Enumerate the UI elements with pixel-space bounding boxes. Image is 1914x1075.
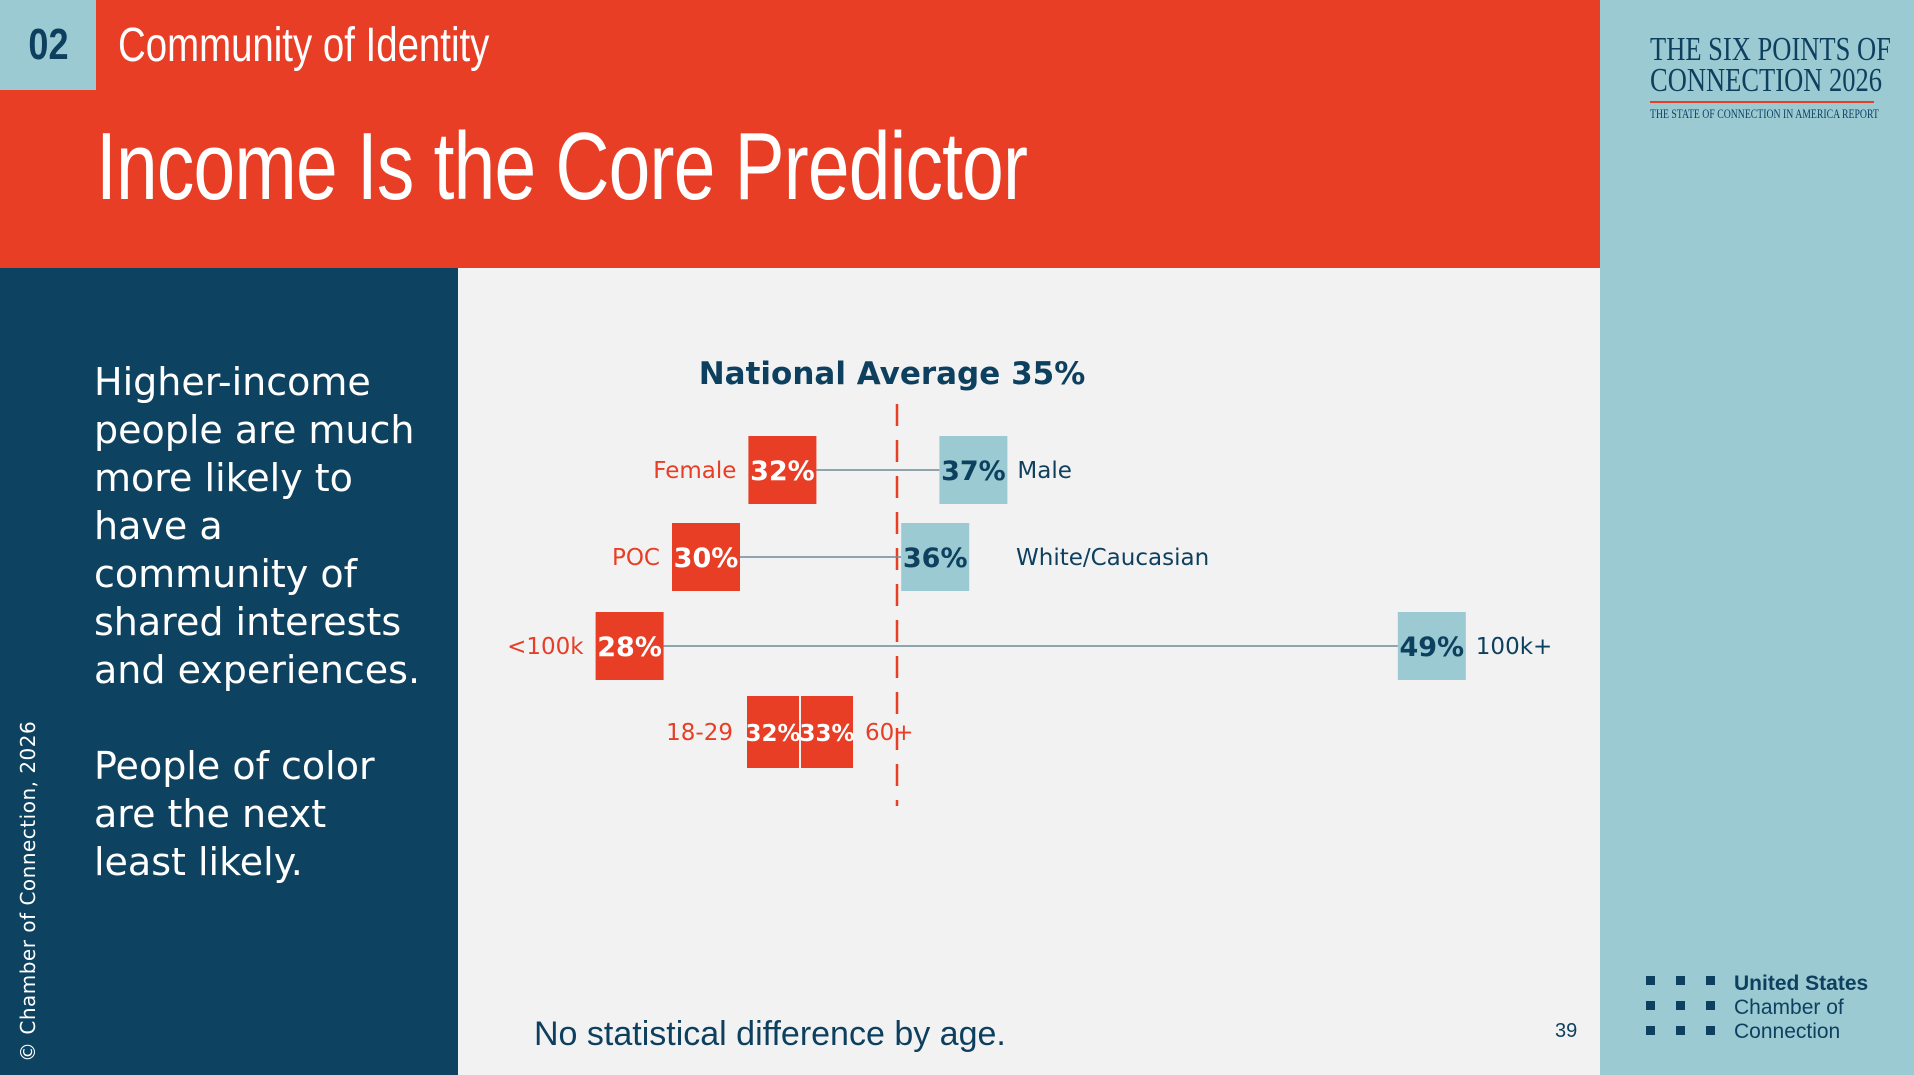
section-title: Community of Identity [118, 19, 490, 72]
report-brand: THE SIX POINTS OF CONNECTION 2026 THE ST… [1650, 31, 1914, 122]
left-panel: Higher-income people are much more likel… [0, 268, 458, 1075]
page-title: Income Is the Core Predictor [96, 113, 1028, 220]
bar-high-60-plus [801, 696, 853, 768]
bar-high [901, 523, 970, 591]
value-label-high: 33% [799, 721, 854, 747]
value-label-low: 28% [597, 632, 662, 663]
value-label-low: 32% [750, 456, 815, 487]
bar-low [748, 436, 817, 504]
category-label-high: Male [1017, 458, 1071, 484]
category-label-low: POC [612, 545, 660, 571]
logo-line-2: Chamber of [1734, 996, 1844, 1019]
value-label-low: 30% [674, 543, 739, 574]
section-number: 02 [27, 20, 69, 69]
key-findings: Higher-income people are much more likel… [94, 358, 424, 934]
logo-text: United States Chamber of Connection [1734, 972, 1868, 1044]
brand-rule [1650, 101, 1874, 103]
bar-low-18-29 [747, 696, 799, 768]
bar-low [595, 612, 664, 680]
value-label-high: 36% [903, 543, 968, 574]
category-label-low: 18-29 [666, 720, 733, 746]
value-label-high: 37% [941, 456, 1006, 487]
dumbbell-chart: National Average 35% 32% 37% Female Male 30% 3… [507, 356, 1553, 806]
page-number: 39 [1555, 1020, 1578, 1042]
logo-line-1: United States [1734, 972, 1869, 995]
copyright-notice: © Chamber of Connection, 2026 [16, 720, 40, 1062]
brand-line-1: THE SIX POINTS OF [1650, 31, 1891, 68]
category-label-low: <100k [507, 634, 584, 660]
value-label-high: 49% [1399, 632, 1464, 663]
category-label-high: White/Caucasian [1016, 545, 1209, 571]
category-label-high: 60+ [865, 720, 914, 746]
chart-footnote: No statistical difference by age. [534, 1015, 1006, 1053]
category-label-low: Female [653, 458, 736, 484]
value-label-low: 32% [745, 721, 800, 747]
bar-low [672, 523, 740, 591]
right-panel: THE SIX POINTS OF CONNECTION 2026 THE ST… [1600, 0, 1914, 1075]
bar-high [939, 436, 1008, 504]
brand-line-2: CONNECTION 2026 [1650, 62, 1883, 99]
finding-paragraph-2: People of color are the next least likel… [94, 744, 375, 884]
header-banner: 02 Community of Identity Income Is the C… [0, 0, 1600, 268]
dot-grid-icon [1646, 976, 1716, 1046]
bar-high [1397, 612, 1466, 680]
finding-paragraph-1: Higher-income people are much more likel… [94, 360, 421, 692]
logo-line-3: Connection [1734, 1020, 1841, 1043]
category-label-high: 100k+ [1476, 634, 1553, 660]
chart-title: National Average 35% [699, 356, 1086, 392]
brand-subtitle: THE STATE OF CONNECTION IN AMERICA REPOR… [1650, 107, 1879, 121]
section-number-badge: 02 [0, 0, 96, 90]
